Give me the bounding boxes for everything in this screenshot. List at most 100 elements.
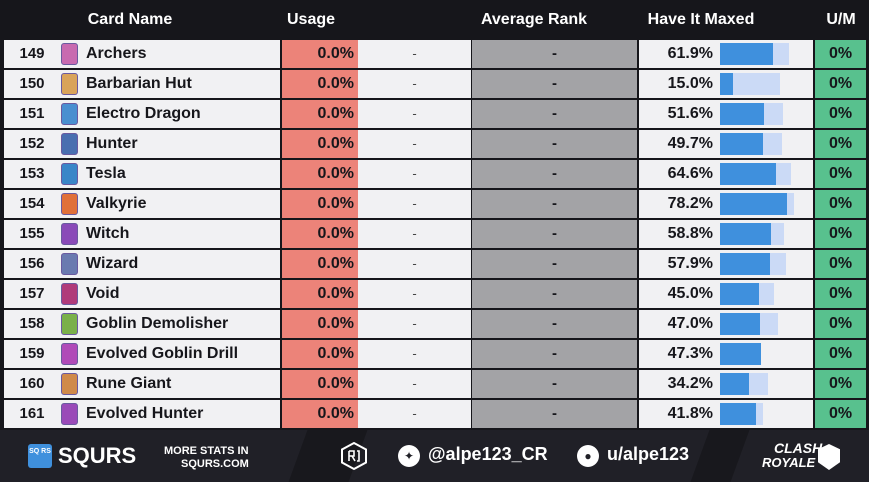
average-rank-cell: -	[472, 280, 637, 308]
card-name-cell[interactable]: Evolved Goblin Drill	[56, 340, 280, 368]
card-name-cell[interactable]: Goblin Demolisher	[56, 310, 280, 338]
have-it-maxed-cell: 47.0%	[639, 310, 813, 338]
card-portrait-icon	[61, 43, 78, 65]
um-cell: 0%	[815, 250, 866, 278]
usage-trend-cell: -	[358, 160, 471, 188]
card-name: Electro Dragon	[86, 105, 201, 122]
header-have-it-maxed[interactable]: Have It Maxed	[647, 11, 755, 28]
maxed-bar-track	[720, 283, 774, 305]
have-it-maxed-cell: 15.0%	[639, 70, 813, 98]
maxed-bar-fill	[720, 43, 773, 65]
card-portrait-icon	[61, 103, 78, 125]
card-name-cell[interactable]: Void	[56, 280, 280, 308]
maxed-value: 64.6%	[667, 165, 713, 182]
table-row[interactable]: 156 Wizard 0.0% - -57.9% 0%	[0, 250, 869, 280]
card-name: Evolved Goblin Drill	[86, 345, 239, 362]
header-card-name[interactable]: Card Name	[87, 11, 173, 28]
more-stats-link[interactable]: SQURS.COM	[181, 458, 249, 470]
card-portrait-icon	[61, 223, 78, 245]
card-name-cell[interactable]: Electro Dragon	[56, 100, 280, 128]
average-rank-cell: -	[472, 160, 637, 188]
maxed-value: 34.2%	[667, 375, 713, 392]
um-cell: 0%	[815, 160, 866, 188]
usage-trend-cell: -	[358, 100, 471, 128]
maxed-bar-track	[720, 133, 782, 155]
average-rank-cell: -	[472, 130, 637, 158]
maxed-value: 58.8%	[667, 225, 713, 242]
squrs-logo-icon: SQ RS	[28, 444, 52, 468]
card-portrait-icon	[61, 133, 78, 155]
maxed-value: 45.0%	[667, 285, 713, 302]
card-name-cell[interactable]: Wizard	[56, 250, 280, 278]
um-cell: 0%	[815, 40, 866, 68]
card-name-cell[interactable]: Evolved Hunter	[56, 400, 280, 428]
card-table: 149 Archers 0.0% - -61.9% 0% 150 Barbarian Hut 0…	[0, 40, 869, 430]
header-um[interactable]: U/M	[826, 11, 856, 28]
rank-cell: 150	[4, 70, 56, 98]
maxed-bar-fill	[720, 103, 764, 125]
squrs-brand[interactable]: SQURS	[58, 443, 137, 468]
usage-trend-cell: -	[358, 220, 471, 248]
table-row[interactable]: 157 Void 0.0% - -45.0% 0%	[0, 280, 869, 310]
usage-cell: 0.0%	[282, 160, 358, 188]
have-it-maxed-cell: 78.2%	[639, 190, 813, 218]
rank-cell: 151	[4, 100, 56, 128]
maxed-bar-fill	[720, 223, 771, 245]
have-it-maxed-cell: 57.9%	[639, 250, 813, 278]
um-cell: 0%	[815, 280, 866, 308]
table-row[interactable]: 151 Electro Dragon 0.0% - -51.6% 0%	[0, 100, 869, 130]
rank-cell: 161	[4, 400, 56, 428]
table-row[interactable]: 153 Tesla 0.0% - -64.6% 0%	[0, 160, 869, 190]
rank-cell: 157	[4, 280, 56, 308]
maxed-value: 78.2%	[667, 195, 713, 212]
table-row[interactable]: 159 Evolved Goblin Drill 0.0% - -47.3% 0%	[0, 340, 869, 370]
usage-cell: 0.0%	[282, 190, 358, 218]
card-name-cell[interactable]: Tesla	[56, 160, 280, 188]
table-row[interactable]: 160 Rune Giant 0.0% - -34.2% 0%	[0, 370, 869, 400]
maxed-value: 47.3%	[667, 345, 713, 362]
twitter-handle[interactable]: @alpe123_CR	[428, 444, 548, 464]
maxed-bar-fill	[720, 193, 787, 215]
usage-cell: 0.0%	[282, 40, 358, 68]
rank-cell: 155	[4, 220, 56, 248]
average-rank-cell: -	[472, 40, 637, 68]
card-name: Witch	[86, 225, 130, 242]
card-portrait-icon	[61, 343, 78, 365]
table-row[interactable]: 150 Barbarian Hut 0.0% - -15.0% 0%	[0, 70, 869, 100]
average-rank-cell: -	[472, 220, 637, 248]
table-row[interactable]: 149 Archers 0.0% - -61.9% 0%	[0, 40, 869, 70]
card-name-cell[interactable]: Witch	[56, 220, 280, 248]
table-row[interactable]: 158 Goblin Demolisher 0.0% - -47.0% 0%	[0, 310, 869, 340]
usage-trend-cell: -	[358, 130, 471, 158]
maxed-value: 61.9%	[667, 45, 713, 62]
card-name-cell[interactable]: Valkyrie	[56, 190, 280, 218]
usage-cell: 0.0%	[282, 310, 358, 338]
table-row[interactable]: 155 Witch 0.0% - -58.8% 0%	[0, 220, 869, 250]
maxed-value: 47.0%	[667, 315, 713, 332]
game-logo-line-1: CLASH	[774, 440, 823, 456]
average-rank-cell: -	[472, 370, 637, 398]
rank-cell: 156	[4, 250, 56, 278]
usage-cell: 0.0%	[282, 220, 358, 248]
card-portrait-icon	[61, 163, 78, 185]
um-cell: 0%	[815, 190, 866, 218]
header-average-rank[interactable]: Average Rank	[480, 11, 588, 28]
card-portrait-icon	[61, 283, 78, 305]
table-row[interactable]: 161 Evolved Hunter 0.0% - -41.8% 0%	[0, 400, 869, 430]
card-name-cell[interactable]: Archers	[56, 40, 280, 68]
card-name-cell[interactable]: Hunter	[56, 130, 280, 158]
game-logo-line-2: ROYALE	[762, 455, 816, 470]
table-row[interactable]: 154 Valkyrie 0.0% - -78.2% 0%	[0, 190, 869, 220]
reddit-handle[interactable]: u/alpe123	[607, 444, 690, 464]
header-usage[interactable]: Usage	[286, 11, 336, 28]
table-header: Card Name Usage Average Rank Have It Max…	[0, 0, 869, 40]
have-it-maxed-cell: 49.7%	[639, 130, 813, 158]
maxed-bar-track	[720, 73, 780, 95]
maxed-bar-track	[720, 253, 786, 275]
card-portrait-icon	[61, 73, 78, 95]
more-stats-label: MORE STATS IN	[164, 445, 249, 457]
card-name-cell[interactable]: Barbarian Hut	[56, 70, 280, 98]
table-row[interactable]: 152 Hunter 0.0% - -49.7% 0%	[0, 130, 869, 160]
card-name-cell[interactable]: Rune Giant	[56, 370, 280, 398]
rank-cell: 153	[4, 160, 56, 188]
